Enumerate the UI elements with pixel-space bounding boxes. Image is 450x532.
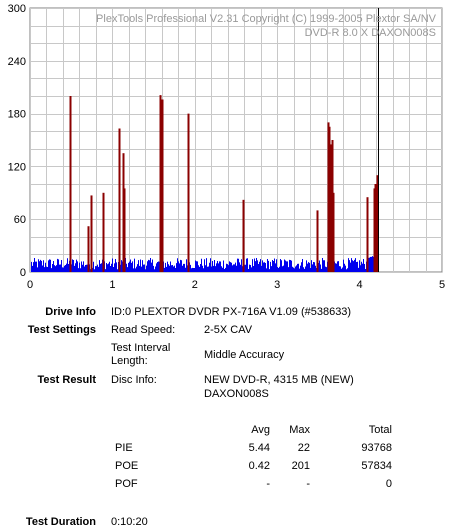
disc-info-value-2: DAXON008S	[204, 388, 269, 400]
chart-watermark-line2: DVD-R 8.0 X DAXON008S	[305, 27, 436, 39]
y-tick-label: 180	[8, 109, 26, 121]
disc-info-label: Disc Info:	[111, 374, 157, 386]
test-interval-label: Test Interval	[111, 342, 171, 354]
stats-row-pof-name: POF	[115, 478, 138, 490]
plot-area	[29, 7, 443, 273]
read-speed-value: 2-5X CAV	[204, 324, 253, 336]
disc-info-value: NEW DVD-R, 4315 MB (NEW)	[204, 374, 354, 386]
stats-row-pie-avg: 5.44	[248, 442, 270, 454]
axis-ticks: 0 60 120 180 240 300 0 1 2 3 4 5	[8, 3, 445, 291]
test-interval-value: Middle Accuracy	[204, 349, 285, 361]
stats-header-avg: Avg	[251, 424, 270, 436]
stats-row-pie-total: 93768	[361, 442, 392, 454]
drive-info-label: Drive Info	[45, 306, 96, 318]
error-scan-chart: 0 60 120 180 240 300 0 1 2 3 4 5 PlexTools Professi…	[8, 3, 445, 291]
stats-row-poe-total: 57834	[361, 460, 392, 472]
stats-row-poe-max: 201	[291, 460, 310, 472]
y-tick-label: 240	[8, 56, 26, 68]
test-duration-value: 0:10:20	[111, 516, 148, 528]
x-tick-label: 4	[357, 279, 363, 291]
stats-row-poe-name: POE	[115, 460, 139, 472]
test-duration-label: Test Duration	[25, 516, 96, 528]
stats-header-total: Total	[368, 424, 392, 436]
read-speed-label: Read Speed:	[111, 324, 176, 336]
poe-series	[69, 8, 379, 272]
y-tick-label: 60	[14, 214, 26, 226]
test-interval-label-2: Length:	[111, 355, 148, 367]
stats-header-max: Max	[289, 424, 310, 436]
y-tick-label: 300	[8, 3, 26, 15]
stats-row-pof-max: -	[306, 478, 310, 490]
y-tick-label: 0	[20, 267, 26, 279]
stats-row-pie-name: PIE	[115, 442, 133, 454]
x-tick-label: 1	[109, 279, 115, 291]
x-tick-label: 3	[274, 279, 280, 291]
chart-watermark-line1: PlexTools Professional V2.31 Copyright (…	[96, 13, 437, 25]
test-settings-label: Test Settings	[27, 324, 96, 336]
stats-row-pof-total: 0	[385, 478, 392, 490]
stats-row-pof-avg: -	[266, 478, 270, 490]
stats-row-pie-max: 22	[297, 442, 310, 454]
x-tick-label: 5	[439, 279, 445, 291]
drive-info-value: ID:0 PLEXTOR DVDR PX-716A V1.09 (#538633…	[111, 306, 352, 318]
test-result-label: Test Result	[37, 374, 96, 386]
y-tick-label: 120	[8, 161, 26, 173]
x-tick-label: 0	[27, 279, 33, 291]
x-tick-label: 2	[192, 279, 198, 291]
stats-row-poe-avg: 0.42	[248, 460, 270, 472]
